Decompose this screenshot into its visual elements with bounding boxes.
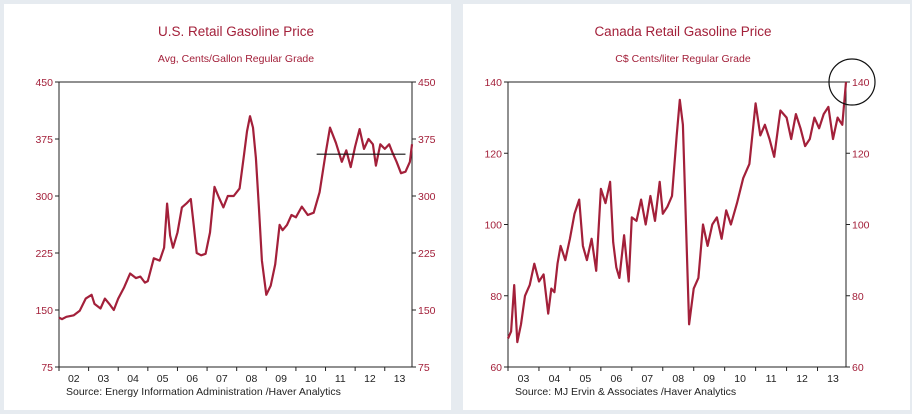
y-tick-label-right: 100	[852, 220, 870, 232]
x-tick-label: 02	[68, 373, 80, 385]
x-tick-label: 10	[305, 373, 317, 385]
y-tick-label-right: 375	[418, 134, 436, 146]
annotation-circle	[828, 58, 876, 106]
y-tick-label-left: 80	[490, 291, 502, 303]
x-tick-label: 05	[157, 373, 169, 385]
y-tick-label-left: 300	[35, 191, 53, 203]
x-tick-label: 13	[827, 373, 839, 385]
y-tick-label-left: 450	[35, 77, 53, 89]
x-tick-label: 07	[641, 373, 653, 385]
x-tick-label: 11	[766, 373, 777, 385]
y-tick-label-left: 375	[35, 134, 53, 146]
y-tick-label-right: 225	[418, 248, 436, 260]
us-gasoline-chart-panel: U.S. Retail Gasoline Price Avg, Cents/Ga…	[4, 4, 451, 410]
chart-title: Canada Retail Gasoline Price	[594, 24, 771, 39]
x-tick-label: 12	[796, 373, 808, 385]
y-tick-label-left: 75	[41, 362, 53, 374]
y-tick-label-right: 75	[418, 362, 430, 374]
y-tick-label-left: 140	[484, 77, 502, 89]
x-tick-label: 03	[98, 373, 110, 385]
plot-frame	[58, 81, 413, 368]
y-tick-label-right: 80	[852, 291, 864, 303]
chart-source: Source: Energy Information Administratio…	[66, 386, 341, 398]
chart-subtitle: C$ Cents/liter Regular Grade	[615, 53, 751, 65]
x-tick-label: 04	[549, 373, 561, 385]
y-tick-label-left: 120	[484, 148, 502, 160]
x-tick-label: 09	[703, 373, 715, 385]
chart-subtitle: Avg, Cents/Gallon Regular Grade	[158, 53, 314, 65]
y-tick-label-left: 100	[484, 220, 502, 232]
x-tick-label: 07	[216, 373, 228, 385]
x-tick-label: 13	[394, 373, 406, 385]
x-tick-label: 03	[518, 373, 530, 385]
x-tick-label: 09	[275, 373, 287, 385]
y-tick-label-right: 140	[852, 77, 870, 89]
canada-gasoline-chart: Canada Retail Gasoline Price C$ Cents/li…	[484, 24, 876, 398]
series-line	[58, 115, 414, 321]
x-tick-label: 08	[672, 373, 684, 385]
y-tick-label-right: 150	[418, 305, 436, 317]
canada-gasoline-chart-panel: Canada Retail Gasoline Price C$ Cents/li…	[463, 4, 910, 410]
x-tick-label: 05	[580, 373, 592, 385]
y-tick-label-left: 150	[35, 305, 53, 317]
y-tick-label-left: 60	[490, 362, 502, 374]
y-tick-label-right: 450	[418, 77, 436, 89]
y-tick-label-left: 225	[35, 248, 53, 260]
x-tick-label: 06	[186, 373, 198, 385]
y-tick-label-right: 300	[418, 191, 436, 203]
series-line	[506, 81, 848, 344]
x-tick-label: 06	[610, 373, 622, 385]
chart-title: U.S. Retail Gasoline Price	[158, 24, 314, 39]
x-tick-label: 10	[734, 373, 746, 385]
y-tick-label-right: 60	[852, 362, 864, 374]
x-tick-label: 04	[127, 373, 139, 385]
us-gasoline-chart: U.S. Retail Gasoline Price Avg, Cents/Ga…	[35, 24, 436, 398]
x-tick-label: 11	[335, 373, 346, 385]
y-tick-label-right: 120	[852, 148, 870, 160]
chart-source: Source: MJ Ervin & Associates /Haver Ana…	[515, 386, 736, 398]
x-tick-label: 12	[364, 373, 376, 385]
x-tick-label: 08	[246, 373, 258, 385]
